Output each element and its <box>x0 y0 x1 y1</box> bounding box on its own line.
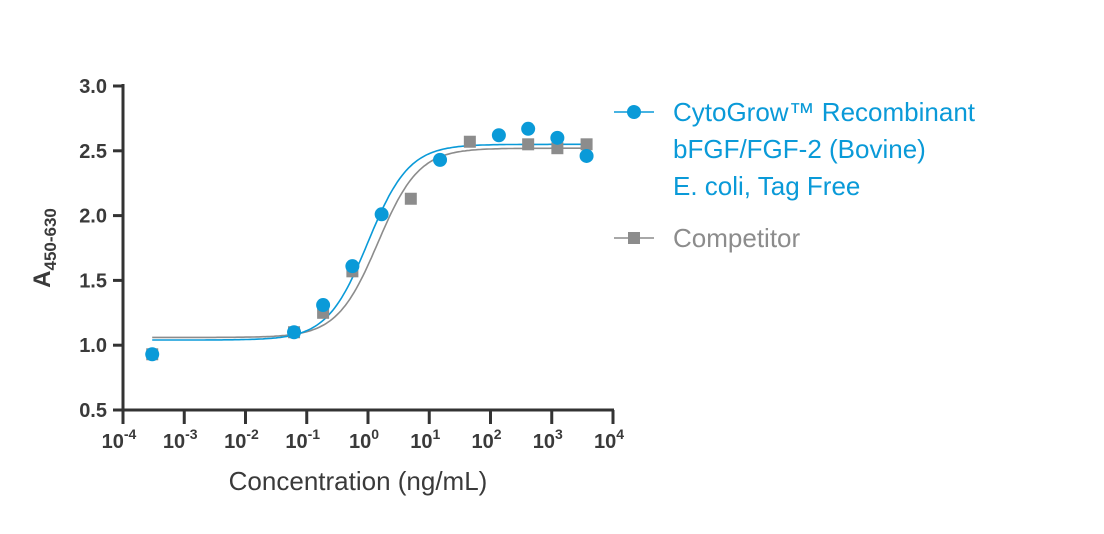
x-tick-label: 10-4 <box>102 426 137 453</box>
x-tick-base: 10 <box>224 431 246 453</box>
y-tick-label: 3.0 <box>79 76 107 98</box>
data-point-cytogrow <box>345 259 360 274</box>
x-tick-exponent: -1 <box>308 426 321 442</box>
x-tick-exponent: 3 <box>555 426 563 442</box>
data-point-cytogrow <box>550 130 565 145</box>
x-tick-label: 102 <box>471 426 501 453</box>
data-point-cytogrow <box>374 207 389 222</box>
x-tick-exponent: 0 <box>371 426 379 442</box>
x-tick-label: 10-2 <box>224 426 259 453</box>
data-point-competitor <box>404 192 417 205</box>
x-tick-base: 10 <box>285 431 307 453</box>
x-tick-base: 10 <box>533 431 555 453</box>
x-tick-label: 103 <box>533 426 563 453</box>
data-point-competitor <box>463 135 476 148</box>
y-tick-label: 2.0 <box>79 206 107 228</box>
x-tick-label: 101 <box>410 426 440 453</box>
data-point-competitor <box>580 138 593 151</box>
x-tick-exponent: -2 <box>246 426 259 442</box>
data-point-competitor <box>522 138 535 151</box>
legend-marker-square <box>628 232 640 244</box>
x-tick-base: 10 <box>594 431 616 453</box>
data-point-competitor <box>551 142 564 155</box>
x-tick-base: 10 <box>163 431 185 453</box>
legend-item-competitor: Competitor <box>614 223 800 253</box>
x-tick-base: 10 <box>471 431 493 453</box>
legend-label: E. coli, Tag Free <box>673 171 860 201</box>
data-point-cytogrow <box>433 152 448 167</box>
x-tick-exponent: 2 <box>494 426 502 442</box>
x-tick-exponent: -3 <box>185 426 198 442</box>
x-tick-exponent: 4 <box>616 426 624 442</box>
data-point-cytogrow <box>579 148 594 163</box>
x-tick-base: 10 <box>349 431 371 453</box>
fit-curves <box>152 143 587 341</box>
x-tick-label: 10-3 <box>163 426 198 453</box>
x-tick-exponent: -4 <box>124 426 137 442</box>
x-tick-label: 10-1 <box>285 426 320 453</box>
y-axis-label-main: A <box>29 271 56 288</box>
axes: 3.02.52.01.51.00.510-4 10-3 10-2 10-1 100 101… <box>79 76 624 453</box>
data-point-cytogrow <box>491 128 506 143</box>
legend-label: Competitor <box>673 223 800 253</box>
y-tick-label: 1.5 <box>79 270 107 292</box>
legend: CytoGrow™ Recombinant bFGF/FGF-2 (Bovine)… <box>614 97 976 253</box>
x-tick-label: 104 <box>594 426 624 453</box>
x-tick-base: 10 <box>102 431 124 453</box>
y-tick-label: 0.5 <box>79 400 107 422</box>
legend-label: CytoGrow™ Recombinant <box>673 97 976 127</box>
y-tick-label: 2.5 <box>79 141 107 163</box>
data-point-cytogrow <box>145 347 160 362</box>
fit-curve-competitor <box>152 147 587 339</box>
data-point-cytogrow <box>316 298 331 313</box>
x-tick-base: 10 <box>410 431 432 453</box>
x-tick-label: 100 <box>349 426 379 453</box>
legend-marker-circle <box>627 105 641 119</box>
data-points <box>145 121 594 362</box>
data-point-cytogrow <box>521 121 536 136</box>
x-tick-exponent: 1 <box>432 426 440 442</box>
data-point-cytogrow <box>287 325 302 340</box>
fit-curve-cytogrow <box>152 143 587 341</box>
svg-text:A450-630: A450-630 <box>29 208 60 288</box>
y-axis-label: A450-630 <box>29 208 60 288</box>
x-axis-label: Concentration (ng/mL) <box>229 466 488 496</box>
legend-label: bFGF/FGF-2 (Bovine) <box>673 134 926 164</box>
y-axis-label-subscript: 450-630 <box>41 208 60 270</box>
y-tick-label: 1.0 <box>79 335 107 357</box>
legend-item-cytogrow: CytoGrow™ Recombinant bFGF/FGF-2 (Bovine)… <box>614 97 976 201</box>
